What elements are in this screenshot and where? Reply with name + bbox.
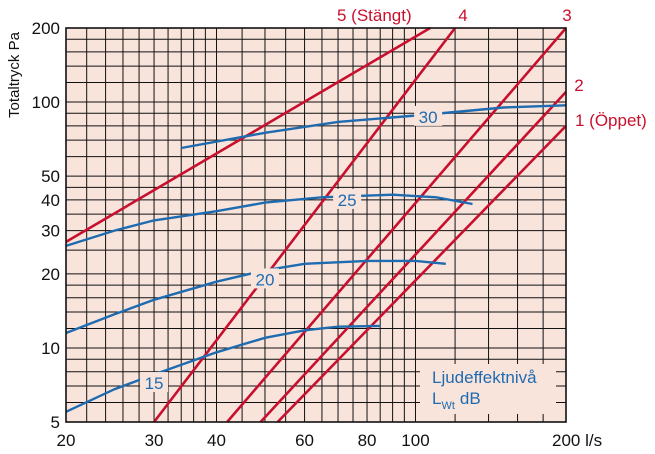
sound-label-bg xyxy=(140,372,169,393)
damper-label: 4 xyxy=(458,6,467,25)
x-tick-labels: 20 30 40 60 80 100 200 l/s xyxy=(57,431,603,450)
y-tick-labels: 5 10 20 30 40 50 100 200 xyxy=(32,19,60,432)
y-tick-label: 100 xyxy=(32,93,60,112)
y-tick-label: 200 xyxy=(32,19,60,38)
note-unit: dB xyxy=(460,389,481,408)
note-line1: Ljudeffektnivå xyxy=(432,368,537,387)
x-tick-label: 40 xyxy=(207,431,226,450)
sound-label-bg xyxy=(414,105,443,126)
x-tick-label: 60 xyxy=(295,431,314,450)
x-tick-label: 100 xyxy=(401,431,429,450)
damper-line xyxy=(276,124,567,423)
sound-level-label: 15 xyxy=(145,374,164,393)
sound-curve xyxy=(65,324,381,413)
y-tick-label: 5 xyxy=(51,413,60,432)
damper-line xyxy=(259,90,567,423)
sound-level-label: 25 xyxy=(338,191,357,210)
y-tick-label: 10 xyxy=(41,339,60,358)
sound-power-note: Ljudeffektnivå LWt dB xyxy=(420,364,556,414)
damper-labels: 5 (Stängt) 4 3 2 1 (Öppet) xyxy=(337,6,647,130)
x-tick-label: 80 xyxy=(358,431,377,450)
note-background xyxy=(420,364,556,414)
y-tick-label: 20 xyxy=(41,265,60,284)
y-tick-label: 40 xyxy=(41,191,60,210)
x-tick-label: 200 l/s xyxy=(552,431,602,450)
y-axis-label: Totaltryck Pa xyxy=(6,31,23,118)
sound-curve xyxy=(180,104,567,150)
damper-label: 1 (Öppet) xyxy=(575,111,647,130)
damper-line xyxy=(226,27,567,423)
y-tick-label: 30 xyxy=(41,222,60,241)
plot-frame xyxy=(65,27,567,423)
y-tick-label: 50 xyxy=(41,167,60,186)
sound-level-label: 30 xyxy=(419,108,438,127)
note-subscript: Wt xyxy=(441,400,454,412)
damper-label: 3 xyxy=(562,6,571,25)
sound-curve xyxy=(65,193,473,248)
damper-label: 2 xyxy=(574,76,583,95)
note-symbol: L xyxy=(432,389,441,408)
sound-level-labels: 30 25 20 15 xyxy=(140,105,443,393)
sound-level-label: 20 xyxy=(256,270,275,289)
sound-label-bg xyxy=(333,188,362,209)
x-tick-label: 30 xyxy=(145,431,164,450)
note-line2: LWt dB xyxy=(432,389,481,412)
sound-label-bg xyxy=(250,268,279,289)
x-tick-label: 20 xyxy=(57,431,76,450)
damper-label: 5 (Stängt) xyxy=(337,6,412,25)
